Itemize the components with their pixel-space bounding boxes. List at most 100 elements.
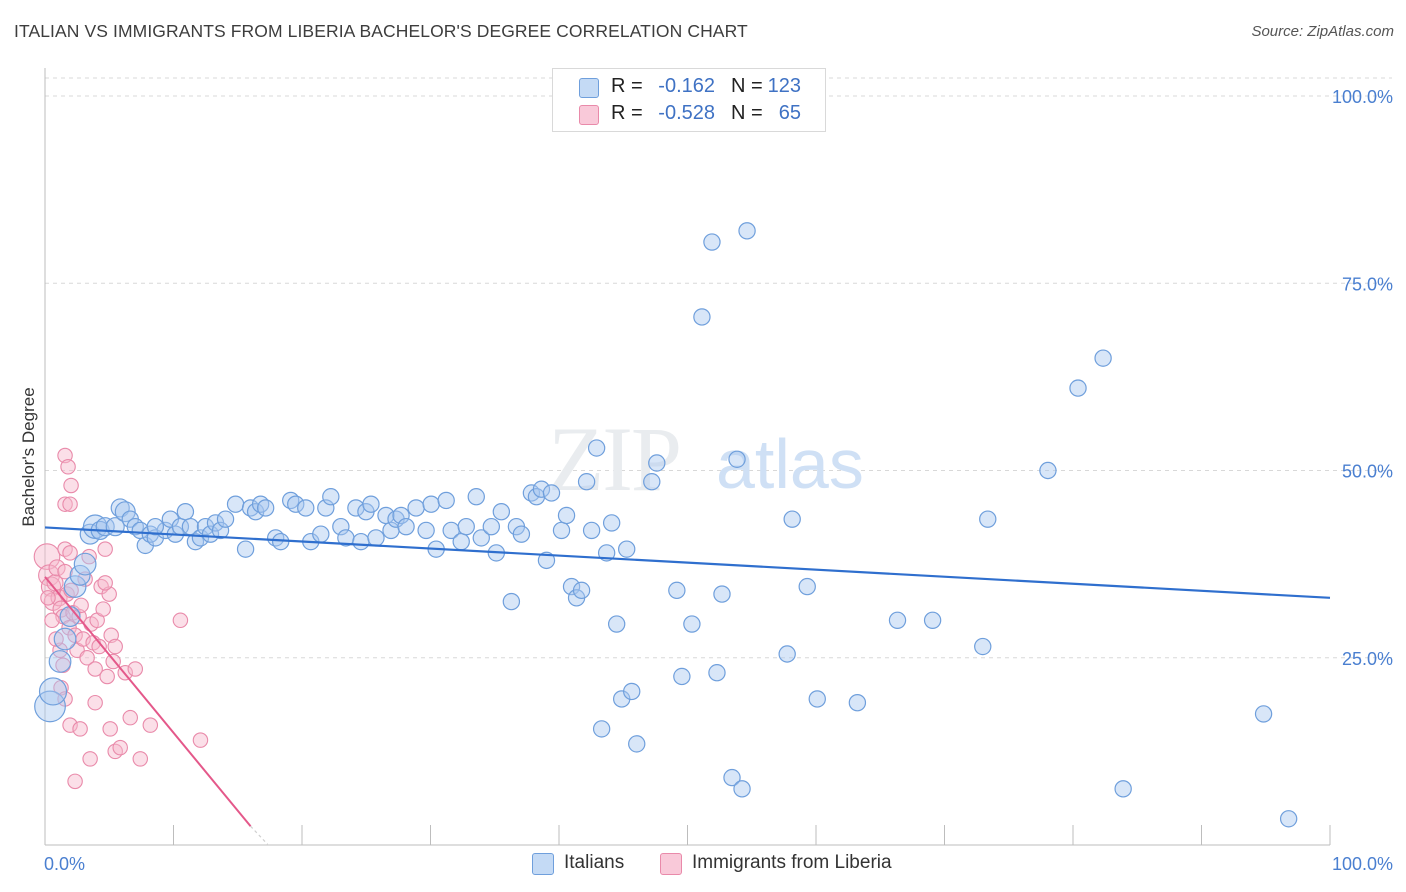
bottom-legend-swatch-blue bbox=[532, 853, 554, 875]
legend-swatch-pink bbox=[579, 105, 599, 125]
liberia-point bbox=[112, 739, 128, 756]
italians-point bbox=[923, 611, 942, 630]
y-tick-label: 50.0% bbox=[1342, 462, 1393, 482]
liberia-point bbox=[57, 496, 73, 512]
italians-point bbox=[114, 501, 136, 523]
liberia-point bbox=[62, 545, 78, 561]
liberia-point bbox=[62, 496, 78, 512]
legend-n-label: N = bbox=[731, 102, 763, 124]
bottom-legend-swatch-pink bbox=[660, 853, 682, 875]
liberia-point bbox=[48, 559, 66, 577]
liberia-point bbox=[67, 773, 83, 790]
italians-point bbox=[798, 577, 816, 596]
watermark: ZIP atlas bbox=[548, 408, 864, 510]
liberia-point bbox=[48, 631, 64, 647]
watermark-atlas: atlas bbox=[716, 425, 864, 503]
legend-swatch-blue bbox=[579, 78, 599, 98]
italians-point bbox=[63, 575, 87, 598]
liberia-trend-line bbox=[44, 576, 252, 827]
axes bbox=[44, 68, 1331, 846]
italians-point bbox=[457, 517, 475, 536]
liberia-point bbox=[40, 590, 56, 606]
italians-point bbox=[572, 581, 591, 600]
chart-title: ITALIAN VS IMMIGRANTS FROM LIBERIA BACHE… bbox=[14, 21, 748, 41]
italians-point bbox=[602, 514, 621, 532]
italians-point bbox=[673, 667, 691, 686]
source-label: Source: ZipAtlas.com bbox=[1251, 23, 1394, 40]
legend-r-label: R = bbox=[611, 102, 643, 124]
italians-point bbox=[512, 525, 531, 543]
italians-point bbox=[392, 506, 410, 525]
italians-point bbox=[146, 517, 165, 536]
legend-n-value: 65 bbox=[778, 102, 801, 124]
italians-point bbox=[297, 499, 315, 517]
italians-point bbox=[683, 615, 701, 633]
italians-point bbox=[226, 495, 245, 513]
italians-point bbox=[778, 645, 796, 663]
bottom-legend-label: Italians bbox=[564, 852, 625, 873]
series-liberia-points bbox=[33, 447, 209, 790]
liberia-point bbox=[192, 732, 209, 748]
italians-point bbox=[582, 521, 601, 540]
liberia-point bbox=[63, 477, 79, 494]
italians-point bbox=[703, 233, 721, 251]
italians-point bbox=[648, 454, 666, 472]
liberia-point bbox=[57, 563, 73, 580]
italians-point bbox=[73, 552, 97, 576]
italians-point bbox=[53, 627, 77, 651]
italians-point bbox=[542, 484, 561, 502]
liberia-point bbox=[62, 717, 78, 733]
italians-point bbox=[623, 682, 641, 701]
italians-point bbox=[713, 585, 731, 603]
liberia-trend-extension bbox=[250, 825, 269, 845]
italians-point bbox=[352, 532, 370, 551]
liberia-point bbox=[79, 649, 95, 666]
italians-point bbox=[201, 525, 220, 543]
italians-point bbox=[693, 308, 711, 326]
liberia-point bbox=[127, 661, 144, 677]
italians-point bbox=[322, 488, 340, 506]
italians-point bbox=[332, 517, 350, 536]
italians-point bbox=[236, 540, 255, 558]
italians-point bbox=[592, 720, 611, 738]
liberia-point bbox=[87, 694, 103, 711]
liberia-point bbox=[91, 638, 107, 655]
italians-point bbox=[557, 506, 576, 525]
italians-point bbox=[848, 693, 867, 712]
liberia-point bbox=[60, 459, 76, 475]
italians-point bbox=[552, 521, 571, 540]
italians-point bbox=[808, 690, 826, 708]
liberia-point bbox=[142, 717, 159, 733]
italians-point bbox=[607, 615, 626, 633]
liberia-point bbox=[99, 668, 115, 685]
italians-point bbox=[417, 521, 435, 540]
italians-point bbox=[452, 532, 470, 551]
liberia-point bbox=[107, 638, 123, 655]
italians-point bbox=[317, 499, 335, 517]
italians-point bbox=[472, 529, 490, 547]
liberia-point bbox=[97, 575, 113, 591]
italians-point bbox=[733, 780, 751, 798]
italians-point bbox=[1069, 379, 1087, 397]
liberia-point bbox=[97, 541, 113, 557]
italians-point bbox=[367, 529, 385, 547]
italians-point bbox=[176, 502, 195, 521]
liberia-point bbox=[172, 612, 189, 629]
italians-point bbox=[397, 517, 415, 536]
bottom-legend-label: Immigrants from Liberia bbox=[692, 852, 892, 873]
legend-n-value: 123 bbox=[767, 75, 801, 97]
italians-point bbox=[48, 650, 72, 673]
y-axis-label: Bachelor's Degree bbox=[19, 387, 38, 526]
italians-point bbox=[783, 510, 801, 528]
italians-point bbox=[216, 510, 235, 528]
italians-point bbox=[1279, 810, 1298, 828]
italians-point bbox=[437, 491, 455, 510]
italians-point bbox=[668, 581, 686, 600]
italians-point bbox=[362, 495, 380, 513]
italians-point bbox=[1094, 349, 1112, 367]
x-tick-label: 0.0% bbox=[44, 854, 85, 874]
italians-point bbox=[287, 495, 305, 513]
italians-point bbox=[723, 768, 741, 787]
italians-point bbox=[191, 529, 210, 547]
liberia-point bbox=[132, 751, 149, 767]
